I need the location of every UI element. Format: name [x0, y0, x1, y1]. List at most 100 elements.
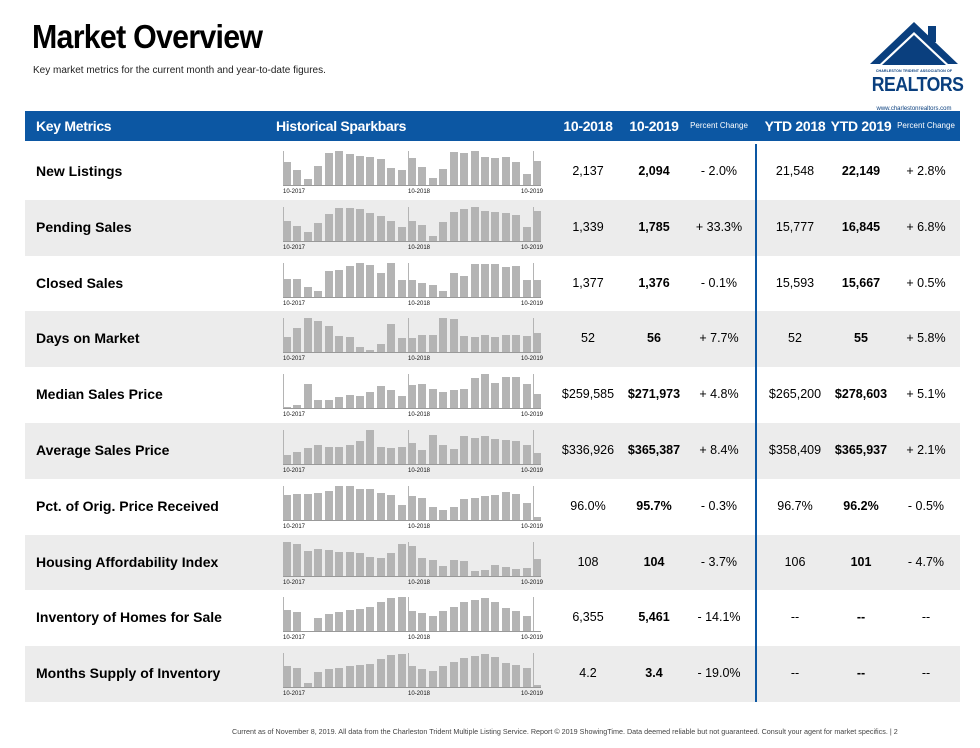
- sparkbar: [522, 615, 531, 633]
- sparkbar: [480, 374, 489, 410]
- sparkbar-plot: [283, 262, 541, 298]
- sparkbar: [533, 280, 541, 298]
- sparkbar: [480, 211, 489, 242]
- value-ytd-2019: --: [856, 610, 866, 625]
- sparkbar: [428, 177, 437, 186]
- sparkbar: [376, 558, 385, 577]
- sparkbar: [449, 448, 458, 465]
- sparkbar-year-divider: [533, 374, 534, 410]
- percent-change: + 7.7%: [699, 331, 739, 346]
- sparkbar: [460, 209, 469, 242]
- sparkbar: [533, 393, 541, 410]
- sparkbar: [501, 492, 510, 521]
- ytd-percent-change: + 6.8%: [906, 219, 946, 234]
- sparkbar: [512, 334, 521, 354]
- sparkbar-tick-label: 10-2019: [521, 412, 544, 419]
- sparkbar: [293, 494, 302, 521]
- sparkbar: [397, 338, 406, 354]
- sparkbar: [366, 663, 375, 689]
- sparkbar: [512, 377, 521, 410]
- value-10-2019: 2,094: [638, 164, 670, 178]
- sparkbar: [501, 212, 510, 242]
- sparkbar-tick-label: 10-2019: [521, 467, 544, 474]
- sparkbar: [522, 227, 531, 242]
- sparkbar: [480, 570, 489, 577]
- value-10-2018: 2,137: [572, 164, 604, 178]
- sparkbar: [293, 544, 302, 577]
- sparkbar: [366, 264, 375, 298]
- sparkbar: [491, 565, 500, 577]
- sparkbar-year-divider: [408, 653, 409, 689]
- sparkbar: [324, 214, 333, 242]
- sparkbar: [355, 441, 364, 465]
- sparkbar: [533, 160, 541, 186]
- sparkbar: [491, 601, 500, 633]
- sparkbar: [366, 489, 375, 521]
- sparkbar: [355, 665, 364, 689]
- sparkbar: [366, 556, 375, 577]
- sparkbar: [387, 263, 396, 298]
- metric-name: Closed Sales: [36, 274, 124, 291]
- sparkbar: [522, 568, 531, 577]
- header-ytd-2018: YTD 2018: [764, 118, 826, 134]
- sparkbar: [293, 226, 302, 242]
- page-title: Market Overview: [32, 18, 263, 55]
- header-key-metrics: Key Metrics: [36, 118, 112, 134]
- value-ytd-2018: 106: [784, 554, 806, 569]
- sparkbar: [335, 552, 344, 577]
- percent-change: - 3.7%: [700, 554, 738, 569]
- sparkbar: [397, 227, 406, 242]
- header-10-2018: 10-2018: [563, 118, 613, 134]
- value-10-2019: 56: [647, 331, 661, 346]
- sparkbar: [512, 568, 521, 577]
- sparkbar: [293, 667, 302, 689]
- sparkbar-year-divider: [533, 597, 534, 633]
- sparkbar-chart: 10-2017 10-2018 10-2019: [281, 646, 545, 702]
- sparkbar-year-divider: [283, 206, 284, 242]
- sparkbar: [449, 559, 458, 577]
- sparkbar: [470, 151, 479, 186]
- sparkbar: [324, 400, 333, 410]
- sparkbar-year-divider: [283, 429, 284, 465]
- sparkbar: [314, 549, 323, 577]
- sparkbar-baseline: [283, 631, 541, 633]
- metric-name: Average Sales Price: [36, 441, 170, 458]
- sparkbar-year-divider: [283, 262, 284, 298]
- sparkbar-year-divider: [533, 151, 534, 186]
- sparkbar: [460, 335, 469, 354]
- header-10-2019: 10-2019: [629, 118, 679, 134]
- metric-name: Months Supply of Inventory: [36, 665, 221, 682]
- sparkbar-year-divider: [533, 262, 534, 298]
- sparkbar: [345, 153, 354, 186]
- sparkbar: [418, 282, 427, 298]
- sparkbar: [501, 266, 510, 298]
- value-10-2019: 1,785: [638, 219, 670, 234]
- value-10-2019: $365,387: [627, 442, 681, 457]
- logo-association: CHARLESTON TRIDENT ASSOCIATION OF: [875, 69, 953, 73]
- sparkbar: [387, 495, 396, 521]
- value-10-2018: $259,585: [561, 387, 615, 402]
- sparkbar: [324, 447, 333, 465]
- sparkbar: [418, 557, 427, 577]
- sparkbar: [335, 667, 344, 689]
- sparkbar: [439, 318, 448, 354]
- realtors-logo[interactable]: CHARLESTON TRIDENT ASSOCIATION OF REALTO…: [866, 20, 964, 112]
- value-ytd-2018: --: [790, 666, 800, 681]
- sparkbar-tick-label: 10-2018: [408, 523, 431, 530]
- percent-change: + 33.3%: [695, 219, 743, 234]
- value-10-2019: 5,461: [638, 610, 670, 625]
- sparkbar: [283, 279, 291, 298]
- sparkbar-baseline: [283, 463, 541, 465]
- sparkbar: [460, 436, 469, 465]
- header-sparkbars: Historical Sparkbars: [276, 118, 407, 134]
- percent-change: - 19.0%: [697, 666, 741, 681]
- sparkbar-tick-label: 10-2019: [521, 691, 544, 698]
- sparkbar: [408, 496, 416, 521]
- sparkbar-chart: 10-2017 10-2018 10-2019: [281, 479, 545, 535]
- sparkbar: [512, 665, 521, 689]
- sparkbar-tick-label: 10-2019: [521, 635, 544, 642]
- sparkbar: [335, 612, 344, 633]
- value-10-2018: 96.0%: [570, 498, 606, 513]
- sparkbar-tick-label: 10-2017: [283, 244, 306, 251]
- sparkbar: [439, 392, 448, 410]
